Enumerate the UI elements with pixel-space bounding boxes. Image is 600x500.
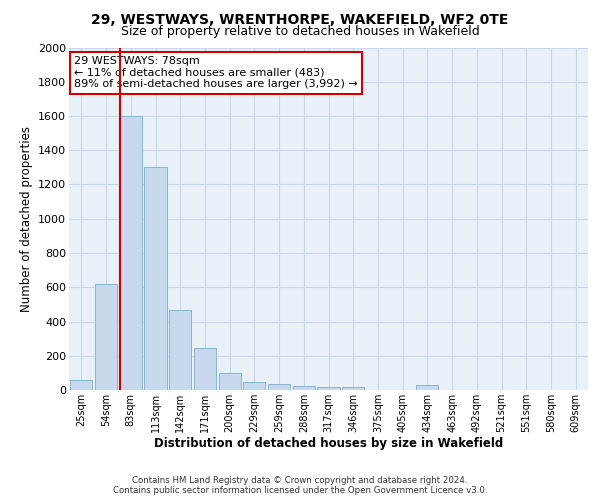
Bar xyxy=(342,388,364,390)
Text: Distribution of detached houses by size in Wakefield: Distribution of detached houses by size … xyxy=(154,438,503,450)
Text: 29, WESTWAYS, WRENTHORPE, WAKEFIELD, WF2 0TE: 29, WESTWAYS, WRENTHORPE, WAKEFIELD, WF2… xyxy=(91,12,509,26)
Bar xyxy=(293,386,315,390)
Bar xyxy=(317,386,340,390)
Bar xyxy=(145,168,167,390)
Bar xyxy=(243,382,265,390)
Text: Size of property relative to detached houses in Wakefield: Size of property relative to detached ho… xyxy=(121,25,479,38)
Bar xyxy=(218,373,241,390)
Text: 29 WESTWAYS: 78sqm
← 11% of detached houses are smaller (483)
89% of semi-detach: 29 WESTWAYS: 78sqm ← 11% of detached hou… xyxy=(74,56,358,90)
Y-axis label: Number of detached properties: Number of detached properties xyxy=(20,126,32,312)
Text: Contains HM Land Registry data © Crown copyright and database right 2024.
Contai: Contains HM Land Registry data © Crown c… xyxy=(113,476,487,495)
Bar xyxy=(194,348,216,390)
Bar xyxy=(70,380,92,390)
Bar xyxy=(268,384,290,390)
Bar xyxy=(416,385,439,390)
Bar xyxy=(95,284,117,390)
Bar xyxy=(169,310,191,390)
Bar xyxy=(119,116,142,390)
